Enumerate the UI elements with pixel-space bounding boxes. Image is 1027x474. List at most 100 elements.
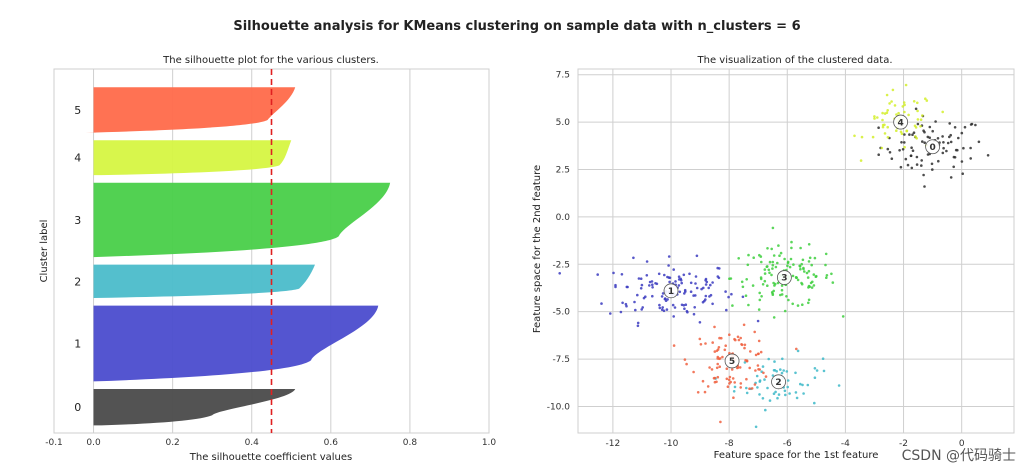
scatter-point-cluster-3 (789, 257, 793, 261)
silhouette-cluster-label: 1 (74, 338, 81, 351)
scatter-point-cluster-1 (639, 277, 643, 281)
scatter-x-tick: -8 (725, 439, 734, 449)
scatter-point-cluster-4 (883, 132, 887, 135)
silhouette-x-tick: 1.0 (482, 438, 497, 448)
scatter-point-cluster-0 (941, 151, 945, 155)
scatter-point-cluster-2 (801, 383, 804, 387)
scatter-point-cluster-1 (619, 310, 623, 314)
scatter-point-cluster-2 (773, 360, 776, 363)
silhouette-plot-title: The silhouette plot for the various clus… (162, 55, 379, 66)
scatter-point-cluster-3 (810, 263, 813, 267)
scatter-point-cluster-2 (745, 386, 748, 390)
scatter-point-cluster-3 (791, 302, 794, 306)
scatter-point-cluster-2 (821, 357, 825, 361)
scatter-x-tick: -6 (783, 439, 792, 449)
scatter-point-cluster-5 (716, 355, 720, 359)
scatter-point-cluster-1 (640, 308, 643, 311)
scatter-point-cluster-0 (912, 131, 916, 134)
scatter-point-cluster-2 (767, 357, 770, 361)
scatter-point-cluster-0 (915, 163, 919, 166)
scatter-point-cluster-0 (952, 165, 955, 169)
scatter-point-cluster-5 (745, 377, 748, 381)
scatter-point-cluster-3 (810, 286, 814, 289)
scatter-point-cluster-5 (730, 368, 734, 371)
scatter-point-cluster-5 (715, 366, 719, 370)
scatter-point-cluster-2 (766, 386, 769, 390)
scatter-point-cluster-4 (890, 100, 893, 103)
scatter-point-cluster-2 (786, 379, 790, 382)
scatter-point-cluster-3 (801, 303, 804, 307)
scatter-point-cluster-4 (871, 135, 875, 139)
scatter-point-cluster-5 (728, 375, 732, 379)
scatter-point-cluster-3 (780, 293, 784, 296)
scatter-point-cluster-1 (704, 294, 708, 298)
scatter-point-cluster-5 (723, 348, 727, 352)
scatter-point-cluster-2 (733, 385, 737, 389)
scatter-point-cluster-2 (732, 390, 736, 393)
scatter-point-cluster-1 (704, 298, 707, 301)
scatter-point-cluster-3 (786, 264, 789, 268)
scatter-point-cluster-3 (767, 268, 771, 272)
cluster-center-3 (776, 270, 792, 285)
scatter-point-cluster-2 (785, 370, 789, 373)
scatter-point-cluster-0 (946, 141, 950, 145)
scatter-point-cluster-5 (720, 336, 723, 340)
scatter-point-cluster-1 (663, 273, 666, 277)
scatter-point-cluster-0 (901, 148, 905, 151)
scatter-point-cluster-2 (758, 380, 762, 383)
scatter-point-cluster-1 (620, 273, 624, 276)
scatter-point-cluster-1 (689, 281, 693, 285)
scatter-point-cluster-4 (883, 112, 887, 115)
cluster-center-label: 0 (929, 143, 935, 153)
scatter-point-cluster-1 (651, 286, 654, 289)
scatter-point-cluster-0 (931, 168, 934, 171)
scatter-point-cluster-0 (888, 151, 892, 154)
scatter-point-cluster-1 (684, 303, 688, 307)
scatter-point-cluster-1 (632, 256, 635, 260)
scatter-point-cluster-3 (758, 298, 762, 302)
scatter-point-cluster-1 (709, 283, 712, 287)
scatter-y-tick: -10.0 (547, 402, 571, 412)
scatter-point-cluster-5 (727, 378, 731, 382)
scatter-point-cluster-1 (683, 307, 686, 311)
scatter-point-cluster-1 (624, 302, 628, 306)
scatter-point-cluster-1 (636, 321, 640, 325)
scatter-point-cluster-0 (877, 153, 880, 156)
scatter-point-cluster-1 (692, 312, 696, 316)
silhouette-bar-cluster-2 (93, 264, 315, 299)
scatter-point-cluster-0 (909, 154, 913, 157)
scatter-point-cluster-2 (806, 383, 810, 387)
scatter-point-cluster-3 (761, 283, 765, 286)
scatter-point-cluster-3 (812, 273, 816, 276)
scatter-point-cluster-3 (768, 271, 771, 275)
scatter-point-cluster-5 (764, 375, 768, 378)
scatter-point-cluster-5 (739, 386, 742, 389)
scatter-point-cluster-1 (626, 285, 629, 289)
scatter-point-cluster-2 (815, 369, 819, 372)
silhouette-x-tick: 0.8 (403, 438, 418, 448)
scatter-point-cluster-5 (706, 385, 710, 388)
scatter-point-cluster-5 (758, 368, 761, 371)
silhouette-cluster-label: 3 (74, 214, 81, 227)
scatter-point-cluster-4 (912, 100, 916, 103)
scatter-point-cluster-5 (728, 382, 731, 385)
scatter-point-cluster-1 (558, 272, 561, 275)
scatter-point-cluster-1 (639, 287, 643, 290)
scatter-point-cluster-1 (658, 306, 662, 310)
scatter-point-cluster-1 (694, 282, 697, 285)
scatter-point-cluster-0 (903, 141, 906, 144)
scatter-y-tick: 5.0 (556, 118, 571, 128)
scatter-point-cluster-0 (942, 141, 945, 144)
scatter-point-cluster-1 (679, 277, 682, 281)
cluster-center-5 (724, 353, 740, 369)
scatter-point-cluster-4 (880, 146, 884, 150)
scatter-point-cluster-1 (695, 286, 699, 290)
scatter-point-cluster-0 (937, 159, 940, 163)
scatter-point-cluster-5 (716, 375, 720, 379)
scatter-point-cluster-4 (904, 83, 908, 87)
scatter-point-cluster-3 (831, 281, 835, 284)
scatter-point-cluster-0 (923, 185, 926, 188)
scatter-point-cluster-5 (737, 338, 741, 342)
scatter-point-cluster-3 (808, 285, 811, 289)
scatter-point-cluster-4 (914, 135, 917, 138)
